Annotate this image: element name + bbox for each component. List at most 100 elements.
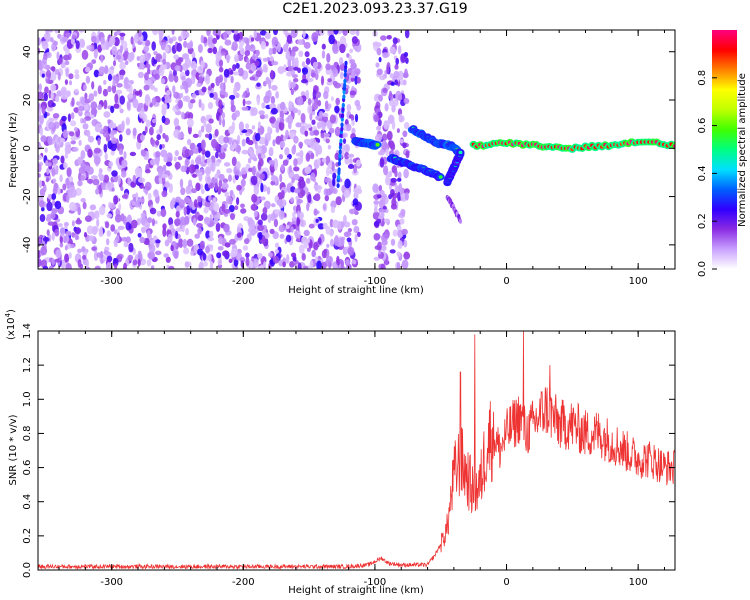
heatmap-noise-cell: [270, 69, 274, 79]
heatmap-noise-cell: [110, 141, 117, 152]
heatmap-noise-cell: [180, 216, 186, 226]
heatmap-noise-cell: [105, 262, 112, 269]
heatmap-noise-cell: [317, 237, 322, 245]
heatmap-noise-cell: [57, 187, 61, 195]
heatmap-noise-cell: [95, 188, 100, 195]
heatmap-noise-cell: [51, 258, 55, 266]
heatmap-noise-cell: [184, 261, 190, 268]
heatmap-noise-cell: [154, 73, 160, 80]
heatmap-noise-cell: [390, 238, 396, 246]
heatmap-noise-cell: [257, 253, 263, 259]
heatmap-noise-cell: [258, 136, 266, 145]
heatmap-noise-cell: [269, 55, 274, 62]
heatmap-noise-cell: [270, 213, 277, 221]
heatmap-noise-cell: [178, 238, 184, 249]
heatmap-noise-cell: [93, 147, 101, 154]
heatmap-noise-cell: [168, 217, 174, 226]
heatmap-noise-cell: [245, 132, 251, 137]
heatmap-noise-cell: [310, 152, 315, 160]
heatmap-noise-cell: [165, 256, 171, 263]
heatmap-noise-cell: [56, 51, 60, 60]
heatmap-noise-cell: [52, 187, 58, 195]
heatmap-noise-cell: [241, 138, 246, 147]
heatmap-noise-cell: [298, 141, 304, 148]
heatmap-y-tick-label: 40: [22, 45, 33, 58]
heatmap-noise-cell: [93, 48, 98, 59]
heatmap-noise-cell: [325, 138, 330, 144]
heatmap-noise-cell: [174, 65, 181, 72]
heatmap-noise-cell: [236, 197, 240, 206]
heatmap-noise-cell: [330, 96, 334, 102]
heatmap-noise-cell: [38, 91, 44, 101]
heatmap-noise-cell: [385, 148, 389, 157]
heatmap-noise-cell: [59, 236, 63, 244]
snr-y-tick-label: 1.2: [22, 357, 33, 373]
heatmap-noise-cell: [333, 82, 341, 89]
heatmap-noise-cell: [99, 205, 106, 216]
heatmap-noise-cell: [284, 147, 290, 156]
heatmap-noise-cell: [228, 205, 235, 213]
heatmap-noise-cell: [117, 175, 121, 185]
heatmap-noise-cell: [188, 261, 192, 268]
heatmap-noise-cell: [350, 68, 356, 79]
heatmap-noise-cell: [269, 103, 276, 110]
heatmap-noise-cell: [44, 147, 48, 153]
heatmap-noise-cell: [259, 114, 266, 120]
heatmap-noise-cell: [183, 196, 191, 204]
heatmap-noise-cell: [235, 161, 241, 170]
heatmap-noise-cell: [326, 81, 333, 86]
heatmap-noise-cell: [156, 210, 162, 217]
heatmap-noise-cell: [204, 133, 210, 138]
heatmap-noise-cell: [355, 159, 361, 167]
heatmap-noise-cell: [223, 162, 231, 167]
heatmap-noise-cell: [218, 59, 224, 68]
heatmap-noise-cell: [229, 238, 236, 245]
heatmap-noise-cell: [260, 212, 268, 221]
heatmap-noise-cell: [205, 245, 210, 254]
heatmap-noise-cell: [84, 92, 88, 100]
heatmap-noise-cell: [204, 201, 211, 208]
heatmap-noise-cell: [96, 252, 103, 258]
heatmap-noise-cell: [213, 215, 219, 225]
heatmap-noise-cell: [307, 98, 312, 106]
heatmap-noise-cell: [161, 174, 169, 179]
heatmap-noise-cell: [221, 182, 229, 190]
heatmap-noise-cell: [299, 219, 307, 228]
heatmap-noise-cell: [198, 76, 203, 84]
heatmap-noise-cell: [78, 105, 85, 112]
heatmap-noise-cell: [300, 113, 306, 123]
heatmap-noise-cell: [188, 149, 194, 156]
heatmap-noise-cell: [379, 75, 386, 81]
heatmap-noise-cell: [139, 60, 145, 70]
heatmap-noise-cell: [183, 31, 190, 38]
heatmap-noise-cell: [140, 212, 146, 219]
heatmap-noise-cell: [183, 40, 188, 48]
heatmap-noise-cell: [199, 240, 205, 251]
heatmap-noise-cell: [174, 161, 181, 170]
heatmap-noise-cell: [50, 71, 57, 82]
heatmap-noise-cell: [63, 162, 68, 169]
heatmap-noise-cell: [297, 262, 302, 269]
heatmap-noise-cell: [349, 30, 357, 35]
heatmap-noise-cell: [60, 259, 66, 269]
heatmap-noise-cell: [282, 44, 289, 53]
heatmap-noise-cell: [233, 86, 238, 97]
heatmap-noise-cell: [202, 252, 207, 261]
heatmap-noise-cell: [207, 86, 212, 91]
heatmap-noise-cell: [334, 105, 340, 114]
heatmap-noise-cell: [264, 139, 269, 146]
heatmap-noise-cell: [45, 160, 49, 167]
heatmap-noise-cell: [47, 221, 55, 226]
snr-x-tick-label: 0: [503, 577, 509, 588]
heatmap-noise-cell: [304, 51, 310, 58]
heatmap-noise-cell: [214, 161, 220, 167]
snr-scale-exponent: 4: [4, 312, 12, 317]
heatmap-noise-cell: [65, 91, 70, 96]
heatmap-noise-cell: [374, 206, 378, 213]
heatmap-noise-cell: [272, 255, 280, 264]
heatmap-noise-cell: [118, 148, 124, 155]
heatmap-noise-cell: [231, 41, 238, 52]
heatmap-noise-cell: [80, 175, 86, 181]
heatmap-noise-cell: [212, 91, 218, 100]
heatmap-noise-cell: [262, 57, 268, 62]
